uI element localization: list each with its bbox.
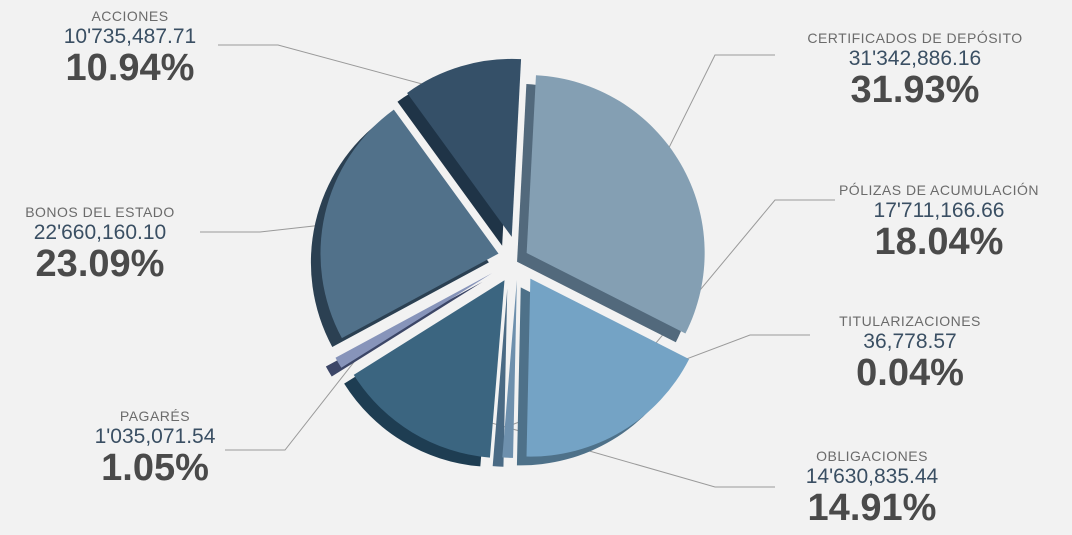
amount-label: 22'660,160.10 bbox=[33, 221, 167, 244]
leader-line bbox=[652, 54, 775, 181]
amount-label: 31'342,886.16 bbox=[848, 47, 982, 70]
label-acciones: ACCIONES 10'735,487.71 10.94% bbox=[30, 9, 230, 87]
leader-line bbox=[218, 44, 471, 98]
category-label: OBLIGACIONES bbox=[816, 448, 928, 464]
slice-side bbox=[492, 288, 508, 467]
label-titularizaciones: TITULARIZACIONES 36,778.57 0.04% bbox=[800, 314, 1020, 392]
percent-label: 14.91% bbox=[807, 487, 937, 529]
percent-label: 31.93% bbox=[850, 69, 980, 111]
slice-3 bbox=[353, 280, 505, 458]
leader-line bbox=[225, 346, 367, 451]
percent-label: 10.94% bbox=[65, 47, 195, 89]
slice-tops bbox=[320, 58, 705, 458]
category-label: BONOS DEL ESTADO bbox=[25, 204, 175, 220]
label-certificados: CERTIFICADOS DE DEPÓSITO 31'342,886.16 3… bbox=[775, 31, 1055, 109]
slice-1 bbox=[526, 278, 690, 457]
slice-6 bbox=[407, 58, 522, 237]
label-obligaciones: OBLIGACIONES 14'630,835.44 14.91% bbox=[762, 449, 982, 527]
slice-side bbox=[325, 281, 483, 377]
percent-label: 23.09% bbox=[35, 243, 165, 285]
slice-0 bbox=[526, 75, 705, 334]
category-label: PÓLIZAS DE ACUMULACIÓN bbox=[838, 182, 1040, 198]
slice-2 bbox=[502, 279, 517, 458]
category-label: ACCIONES bbox=[91, 8, 169, 24]
category-label: TITULARIZACIONES bbox=[839, 313, 981, 329]
amount-label: 14'630,835.44 bbox=[805, 465, 939, 488]
leader-line bbox=[605, 199, 835, 405]
slice-5 bbox=[320, 109, 499, 339]
percent-label: 0.04% bbox=[856, 352, 964, 394]
amount-label: 17'711,166.66 bbox=[873, 199, 1005, 222]
label-polizas: PÓLIZAS DE ACUMULACIÓN 17'711,166.66 18.… bbox=[808, 183, 1070, 261]
label-bonos: BONOS DEL ESTADO 22'660,160.10 23.09% bbox=[0, 205, 200, 283]
percent-label: 18.04% bbox=[874, 221, 1004, 263]
amount-label: 10'735,487.71 bbox=[63, 25, 197, 48]
category-label: CERTIFICADOS DE DEPÓSITO bbox=[807, 30, 1023, 46]
slice-4 bbox=[335, 273, 493, 368]
category-label: PAGARÉS bbox=[119, 408, 191, 424]
percent-label: 1.05% bbox=[101, 447, 209, 489]
label-pagares: PAGARÉS 1'035,071.54 1.05% bbox=[55, 409, 255, 487]
amount-label: 1'035,071.54 bbox=[94, 425, 216, 448]
amount-label: 36,778.57 bbox=[863, 330, 957, 353]
